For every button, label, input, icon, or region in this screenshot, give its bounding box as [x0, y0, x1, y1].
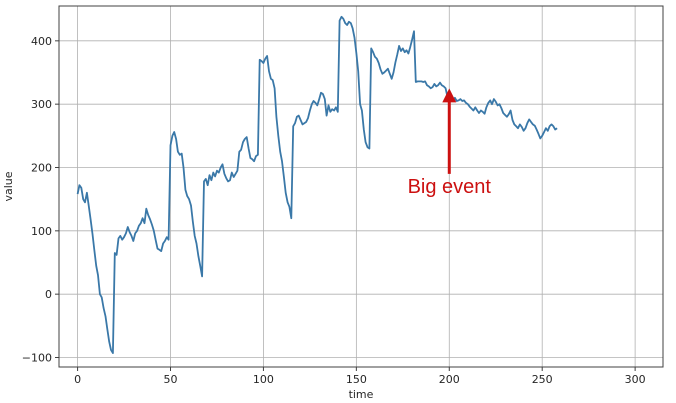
- y-tick-label: 0: [45, 288, 52, 301]
- y-tick-label: −100: [22, 352, 52, 365]
- x-tick-label: 100: [253, 373, 274, 386]
- annotation-text: Big event: [408, 176, 492, 198]
- x-tick-label: 300: [625, 373, 646, 386]
- x-tick-label: 200: [439, 373, 460, 386]
- series-group: [76, 15, 558, 354]
- y-tick-label: 200: [31, 162, 52, 175]
- y-tick-label: 100: [31, 225, 52, 238]
- y-axis-label: value: [2, 171, 15, 201]
- x-tick-label: 250: [532, 373, 553, 386]
- tick-marks: [55, 40, 636, 371]
- annotation-arrow-head: [442, 88, 457, 103]
- y-tick-label: 300: [31, 98, 52, 111]
- x-tick-label: 0: [74, 373, 81, 386]
- y-tick-label: 400: [31, 35, 52, 48]
- tick-labels: 0 50 100 150 200 250 300 −100 0 100 200 300 400: [22, 35, 646, 386]
- series-line: [76, 15, 558, 354]
- x-tick-label: 150: [346, 373, 367, 386]
- annotations: Big event: [408, 88, 492, 198]
- x-tick-label: 50: [164, 373, 178, 386]
- x-axis-label: time: [349, 388, 374, 401]
- plot-frame: [58, 5, 664, 368]
- grid-lines: [59, 6, 663, 367]
